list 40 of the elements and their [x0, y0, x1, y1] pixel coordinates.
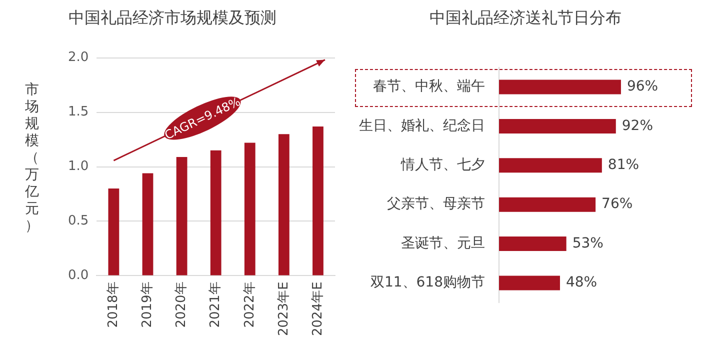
y-tick-label: 情人节、七夕: [400, 157, 485, 174]
data-label: 81%: [608, 157, 640, 174]
y-tick-label: 2.0: [68, 50, 89, 66]
x-tick-label: 2020年: [174, 282, 190, 328]
y-tick-label: 1.0: [68, 159, 89, 174]
bar: [499, 158, 602, 173]
x-tick-label: 2022年: [242, 282, 258, 328]
y-tick-label: 0.0: [68, 268, 89, 284]
x-tick-label: 2019年: [140, 282, 156, 328]
data-label: 92%: [622, 118, 654, 134]
text: 市场规模（万亿元）: [25, 82, 39, 234]
chart-title: 中国礼品经济送礼节日分布: [428, 8, 622, 29]
y-tick-label: 春节、中秋、端午: [373, 78, 485, 95]
y-tick-label: 双11、618购物节: [370, 274, 485, 291]
bar: [244, 142, 256, 276]
y-tick-label: 父亲节、母亲节: [387, 196, 485, 212]
y-tick-label: 生日、婚礼、纪念日: [359, 118, 485, 134]
bar: [142, 173, 154, 276]
bar: [499, 197, 596, 212]
y-tick-label: 圣诞节、元旦: [401, 235, 485, 252]
bar: [210, 150, 222, 276]
bar: [499, 236, 566, 252]
bar: [312, 126, 324, 276]
x-tick-label: 2021年: [208, 282, 224, 328]
data-label: 96%: [626, 78, 658, 95]
x-tick-label: 2024年E: [310, 282, 326, 336]
data-label: 53%: [572, 235, 604, 252]
bar: [278, 134, 290, 276]
bar: [176, 156, 188, 276]
chart-title: 中国礼品经济市场规模及预测: [68, 8, 278, 29]
y-tick-label: 1.5: [68, 104, 89, 120]
data-label: 48%: [566, 274, 598, 291]
bar: [499, 276, 560, 290]
bar: [108, 188, 120, 276]
bar: [499, 80, 621, 94]
x-tick-label: 2023年E: [276, 282, 292, 336]
bar: [499, 118, 616, 134]
data-label: 76%: [602, 196, 633, 212]
y-tick-label: 0.5: [68, 214, 89, 229]
x-tick-label: 2018年: [106, 282, 122, 328]
